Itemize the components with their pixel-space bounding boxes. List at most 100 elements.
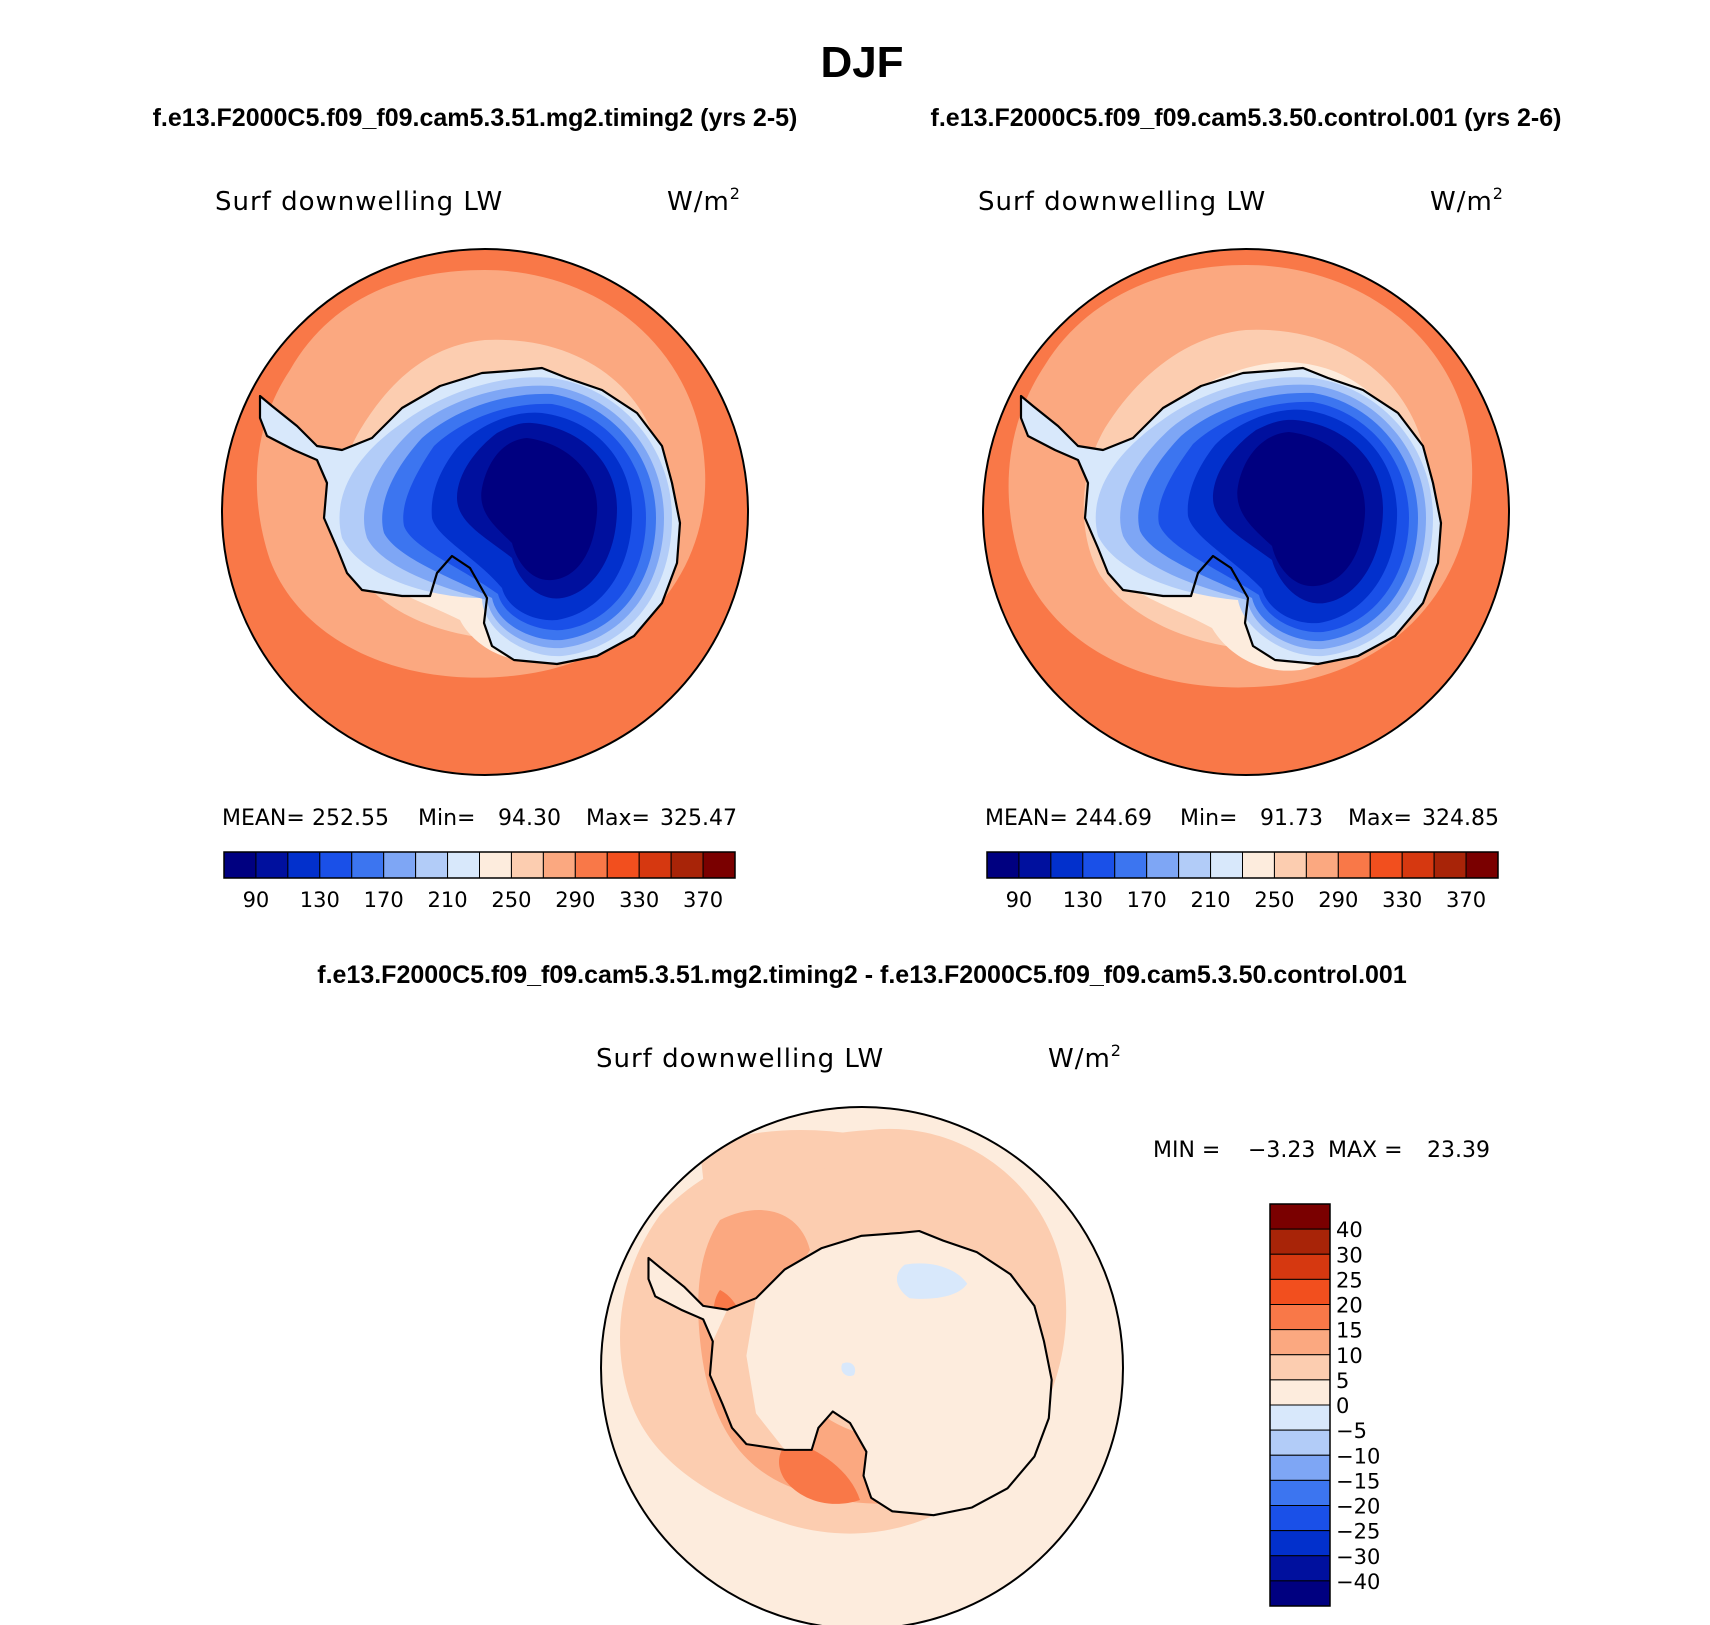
- panel-test-max-value: 325.47: [660, 806, 737, 831]
- panel-control-case-title: f.e13.F2000C5.f09_f09.cam5.3.50.control.…: [931, 104, 1562, 132]
- panel-test-map: [221, 248, 749, 776]
- colorbar-tick-label: 25: [1336, 1268, 1363, 1292]
- colorbar-swatch: [510, 851, 544, 879]
- panel-difference-min-value: −3.23: [1248, 1138, 1315, 1163]
- colorbar-tick-label: 250: [1254, 888, 1294, 912]
- colorbar-tick-label: 40: [1336, 1218, 1363, 1242]
- colorbar-swatch: [1269, 1278, 1331, 1305]
- colorbar-swatch: [1465, 851, 1499, 879]
- colorbar-swatch: [638, 851, 672, 879]
- colorbar-swatch: [1050, 851, 1084, 879]
- panel-difference-max-label: MAX =: [1328, 1138, 1403, 1163]
- panel-difference-title: f.e13.F2000C5.f09_f09.cam5.3.51.mg2.timi…: [317, 961, 1407, 989]
- colorbar-swatch: [702, 851, 736, 879]
- colorbar-tick-label: 20: [1336, 1294, 1363, 1318]
- panel-control-max-label: Max=: [1348, 806, 1412, 831]
- panel-control-stats: MEAN= 244.69 Min= 91.73 Max= 324.85: [985, 806, 1499, 831]
- colorbar-swatch: [1269, 1253, 1331, 1280]
- colorbar-tick-label: 90: [243, 888, 270, 912]
- colorbar-tick-label: −25: [1336, 1520, 1380, 1544]
- antarctica: [647, 1229, 1053, 1517]
- panel-control-max-value: 324.85: [1422, 806, 1499, 831]
- colorbar-swatch: [415, 851, 449, 879]
- colorbar-swatch: [1269, 1404, 1331, 1431]
- colorbar-tick-label: −15: [1336, 1469, 1380, 1493]
- colorbar-tick-label: −5: [1336, 1419, 1367, 1443]
- panel-test-case: f.e13.F2000C5.f09_f09.cam5.3.51.mg2.timi…: [153, 104, 798, 912]
- colorbar-tick-label: 370: [683, 888, 723, 912]
- colorbar-swatch: [1269, 1555, 1331, 1582]
- colorbar-tick-label: 130: [1063, 888, 1103, 912]
- panel-control-colorbar: 90 130 170 210 250 290 330 370: [986, 851, 1499, 912]
- colorbar-swatch: [1018, 851, 1052, 879]
- panel-control-units-label: W/m2: [1430, 184, 1504, 217]
- panel-test-colorbar: 90 130 170 210 250 290 330 370: [223, 851, 736, 912]
- colorbar-swatch: [287, 851, 321, 879]
- colorbar-swatch: [1269, 1479, 1331, 1506]
- panel-control-case: f.e13.F2000C5.f09_f09.cam5.3.50.control.…: [931, 104, 1562, 912]
- colorbar-swatch: [1273, 851, 1307, 879]
- panel-difference-stats: MIN = −3.23 MAX = 23.39: [1153, 1138, 1490, 1163]
- panel-difference-min-label: MIN =: [1153, 1138, 1220, 1163]
- colorbar-tick-label: 210: [1191, 888, 1231, 912]
- colorbar-swatch: [1369, 851, 1403, 879]
- panel-test-stats: MEAN= 252.55 Min= 94.30 Max= 325.47: [222, 806, 737, 831]
- panel-test-mean-label: MEAN=: [222, 806, 305, 831]
- colorbar-swatch: [319, 851, 353, 879]
- colorbar-swatch: [1269, 1505, 1331, 1532]
- panel-control-mean-value: 244.69: [1075, 806, 1152, 831]
- colorbar-swatch: [1242, 851, 1275, 879]
- colorbar-swatch: [1269, 1454, 1331, 1481]
- colorbar-tick-label: 290: [1318, 888, 1358, 912]
- colorbar-swatch: [1146, 851, 1180, 879]
- panel-test-variable-label: Surf downwelling LW: [215, 187, 503, 217]
- panel-control-variable-label: Surf downwelling LW: [978, 187, 1266, 217]
- colorbar-swatch: [447, 851, 480, 879]
- panel-control-map: [982, 248, 1510, 776]
- colorbar-swatch: [1114, 851, 1148, 879]
- colorbar-swatch: [351, 851, 385, 879]
- colorbar-swatch: [255, 851, 289, 879]
- colorbar-swatch: [670, 851, 704, 879]
- contour-band-5-outer: [700, 1130, 860, 1195]
- panel-test-case-title: f.e13.F2000C5.f09_f09.cam5.3.51.mg2.timi…: [153, 104, 798, 132]
- colorbar-tick-label: 0: [1336, 1394, 1349, 1418]
- panel-test-min-value: 94.30: [498, 806, 561, 831]
- colorbar-swatch: [1269, 1354, 1331, 1381]
- colorbar-tick-label: −20: [1336, 1495, 1380, 1519]
- colorbar-swatch: [1433, 851, 1467, 879]
- colorbar-swatch: [479, 851, 512, 879]
- contour-band-15: [778, 1440, 860, 1504]
- colorbar-tick-label: 170: [1127, 888, 1167, 912]
- colorbar-swatch: [1082, 851, 1116, 879]
- panel-test-mean-value: 252.55: [312, 806, 389, 831]
- panel-difference-map: [600, 1106, 1124, 1625]
- antarctica: [1019, 366, 1443, 666]
- colorbar-swatch: [1401, 851, 1435, 879]
- colorbar-swatch: [1269, 1329, 1331, 1356]
- colorbar-swatch: [1210, 851, 1243, 879]
- colorbar-swatch: [1269, 1304, 1331, 1331]
- colorbar-tick-label: 290: [555, 888, 595, 912]
- colorbar-swatch: [1269, 1429, 1331, 1456]
- colorbar-swatch: [1269, 1228, 1331, 1255]
- panel-control-min-value: 91.73: [1260, 806, 1323, 831]
- panel-difference: f.e13.F2000C5.f09_f09.cam5.3.51.mg2.timi…: [317, 961, 1490, 1625]
- colorbar-tick-label: −30: [1336, 1545, 1380, 1569]
- colorbar-swatch: [383, 851, 417, 879]
- panel-control-min-label: Min=: [1180, 806, 1237, 831]
- colorbar-tick-label: 130: [300, 888, 340, 912]
- colorbar-tick-label: 5: [1336, 1369, 1349, 1393]
- colorbar-tick-label: −40: [1336, 1570, 1380, 1594]
- panel-control-mean-label: MEAN=: [985, 806, 1068, 831]
- panel-difference-units-label: W/m2: [1048, 1041, 1122, 1074]
- colorbar-swatch: [986, 851, 1020, 879]
- colorbar-tick-label: 370: [1446, 888, 1486, 912]
- colorbar-swatch: [1269, 1580, 1331, 1607]
- colorbar-tick-label: 10: [1336, 1344, 1363, 1368]
- colorbar-swatch: [1269, 1379, 1331, 1406]
- colorbar-tick-label: 250: [491, 888, 531, 912]
- colorbar-tick-label: 170: [364, 888, 404, 912]
